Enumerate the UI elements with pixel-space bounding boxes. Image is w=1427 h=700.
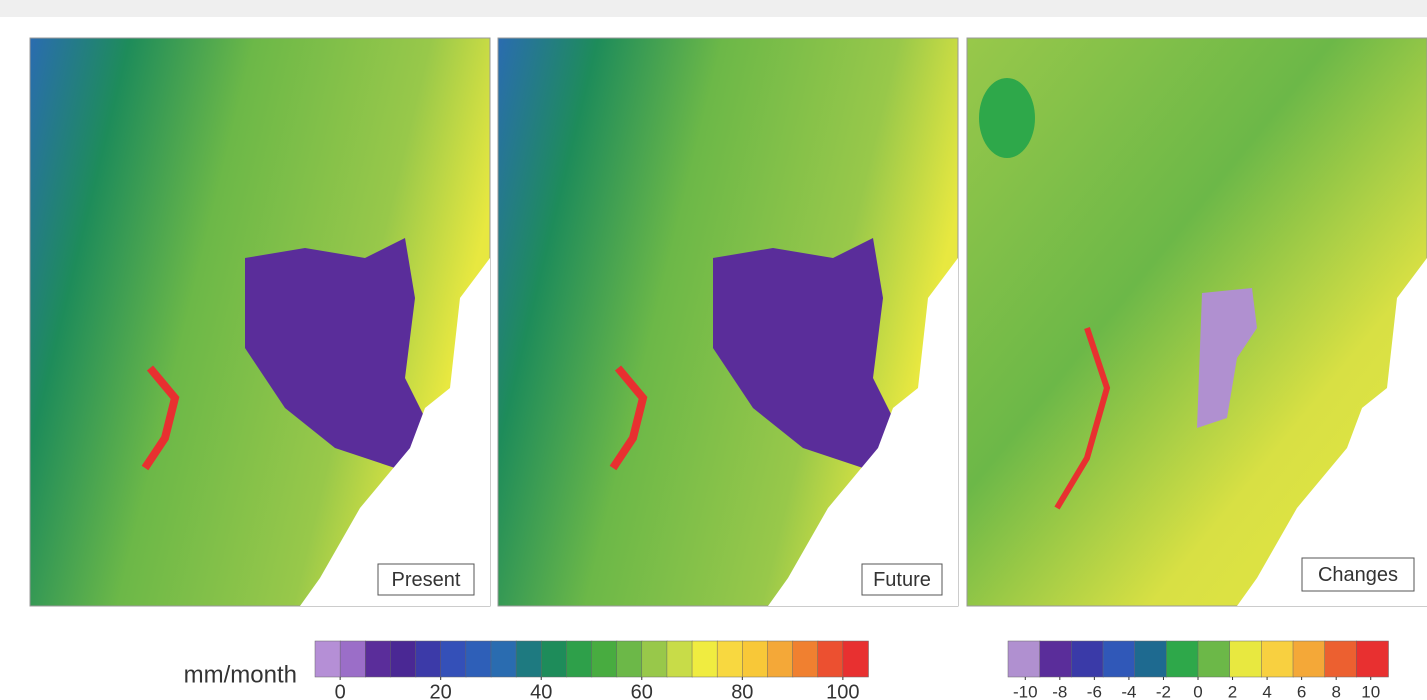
- color-swatch: [1135, 641, 1167, 677]
- color-swatch: [390, 641, 416, 677]
- top-bar: [0, 0, 1427, 17]
- color-swatch: [416, 641, 442, 677]
- color-swatch: [667, 641, 693, 677]
- colorbar-tick-label: 100: [826, 681, 859, 700]
- colorbar-tick-label: -4: [1121, 682, 1136, 700]
- color-swatch: [1071, 641, 1103, 677]
- colorbar-tick-label: 0: [1193, 682, 1202, 700]
- color-swatch: [793, 641, 819, 677]
- color-swatch: [767, 641, 793, 677]
- colorbar-tick-label: 8: [1331, 682, 1340, 700]
- color-swatch: [642, 641, 668, 677]
- map-panel: Changes: [967, 38, 1427, 606]
- color-swatch: [1230, 641, 1262, 677]
- color-swatch: [742, 641, 768, 677]
- color-swatch: [592, 641, 618, 677]
- color-swatch: [1325, 641, 1357, 677]
- map-panel: Future: [498, 38, 958, 606]
- colorbar-tick-label: 2: [1228, 682, 1237, 700]
- colorbar-tick-label: 0: [335, 681, 346, 700]
- color-swatch: [617, 641, 643, 677]
- wet-spot: [979, 78, 1035, 158]
- panel-label: Future: [873, 569, 931, 591]
- colorbar-unit: mm/month: [184, 661, 297, 688]
- color-swatch: [315, 641, 341, 677]
- color-swatch: [1356, 641, 1388, 677]
- color-swatch: [441, 641, 467, 677]
- color-swatch: [365, 641, 391, 677]
- panel-label: Present: [392, 569, 461, 591]
- colorbar-tick-label: 6: [1297, 682, 1306, 700]
- colorbar-tick-label: 40: [530, 681, 552, 700]
- color-swatch: [491, 641, 517, 677]
- panel-label: Changes: [1318, 564, 1398, 586]
- color-swatch: [541, 641, 567, 677]
- colorbar-tick-label: 60: [631, 681, 653, 700]
- color-swatch: [1166, 641, 1198, 677]
- colorbar-tick-label: -6: [1087, 682, 1102, 700]
- map-panel: Present: [30, 38, 490, 606]
- color-swatch: [466, 641, 492, 677]
- color-swatch: [566, 641, 592, 677]
- colorbar-tick-label: 4: [1262, 682, 1271, 700]
- color-swatch: [1261, 641, 1293, 677]
- colorbar-tick-label: 10: [1361, 682, 1380, 700]
- color-swatch: [516, 641, 542, 677]
- colorbar-tick-label: -8: [1052, 682, 1067, 700]
- color-swatch: [1008, 641, 1040, 677]
- color-swatch: [1103, 641, 1135, 677]
- color-swatch: [818, 641, 844, 677]
- color-swatch: [1198, 641, 1230, 677]
- colorbar-tick-label: -2: [1156, 682, 1171, 700]
- color-swatch: [692, 641, 718, 677]
- colorbar-tick-label: 20: [430, 681, 452, 700]
- colorbar-tick-label: -10: [1013, 682, 1038, 700]
- color-swatch: [843, 641, 869, 677]
- color-swatch: [717, 641, 743, 677]
- color-swatch: [340, 641, 366, 677]
- color-swatch: [1040, 641, 1072, 677]
- figure: PresentFutureChanges 020406080100mm/mont…: [0, 0, 1427, 700]
- color-swatch: [1293, 641, 1325, 677]
- colorbar-tick-label: 80: [731, 681, 753, 700]
